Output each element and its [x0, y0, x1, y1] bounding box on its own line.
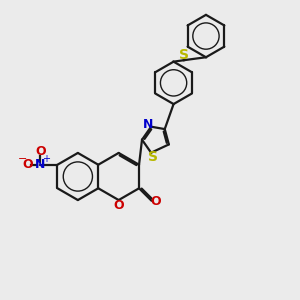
Text: S: S	[179, 48, 189, 62]
Text: O: O	[150, 195, 161, 208]
Text: O: O	[113, 199, 124, 212]
Text: O: O	[22, 158, 33, 171]
Text: −: −	[18, 154, 27, 164]
Text: O: O	[35, 145, 46, 158]
Text: +: +	[42, 154, 50, 164]
Text: N: N	[35, 158, 46, 171]
Text: N: N	[142, 118, 153, 131]
Text: S: S	[148, 150, 158, 164]
